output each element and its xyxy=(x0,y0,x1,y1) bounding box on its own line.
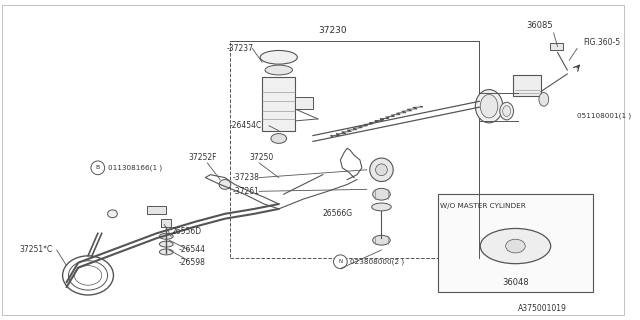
Bar xyxy=(147,206,166,214)
Text: 37252F: 37252F xyxy=(189,153,217,162)
Text: FIG.360-5: FIG.360-5 xyxy=(583,38,620,47)
Text: 37251*C: 37251*C xyxy=(20,245,53,254)
Circle shape xyxy=(333,255,348,268)
Text: 37230: 37230 xyxy=(318,26,347,36)
Text: 051108001(1 ): 051108001(1 ) xyxy=(577,113,631,119)
Text: -37237: -37237 xyxy=(227,44,254,53)
Ellipse shape xyxy=(480,94,498,118)
Ellipse shape xyxy=(159,241,173,247)
Bar xyxy=(438,194,593,292)
Ellipse shape xyxy=(506,239,525,253)
Text: -37238: -37238 xyxy=(233,173,260,182)
Ellipse shape xyxy=(159,249,173,255)
Text: W/O MASTER CYLINDER: W/O MASTER CYLINDER xyxy=(440,203,526,209)
Text: 011308166(1 ): 011308166(1 ) xyxy=(108,164,162,171)
Ellipse shape xyxy=(376,164,387,176)
Ellipse shape xyxy=(159,233,173,239)
Ellipse shape xyxy=(108,210,117,218)
Ellipse shape xyxy=(372,235,390,245)
Bar xyxy=(230,41,479,258)
Ellipse shape xyxy=(539,92,548,106)
Ellipse shape xyxy=(265,65,292,75)
Text: 023808000(2 ): 023808000(2 ) xyxy=(350,259,404,265)
Ellipse shape xyxy=(500,102,513,120)
Text: -26544: -26544 xyxy=(179,245,206,254)
Text: B: B xyxy=(96,165,100,170)
Bar xyxy=(161,219,171,227)
Bar xyxy=(513,75,541,96)
Text: 37250: 37250 xyxy=(250,153,274,162)
Text: -26454C: -26454C xyxy=(230,121,262,130)
Bar xyxy=(262,77,296,131)
Ellipse shape xyxy=(476,90,503,123)
Text: 26556D: 26556D xyxy=(171,227,202,236)
Text: N: N xyxy=(339,259,342,264)
Text: 26566G: 26566G xyxy=(323,209,353,218)
Ellipse shape xyxy=(260,51,298,64)
Bar xyxy=(550,43,563,51)
Text: -37261: -37261 xyxy=(233,187,260,196)
Ellipse shape xyxy=(503,106,511,116)
Ellipse shape xyxy=(480,228,550,264)
Text: 36048: 36048 xyxy=(502,278,529,287)
Ellipse shape xyxy=(219,180,231,189)
Bar xyxy=(296,97,313,109)
Text: A375001019: A375001019 xyxy=(518,304,567,313)
Ellipse shape xyxy=(372,188,390,200)
Text: -26598: -26598 xyxy=(179,258,206,267)
Text: 36085: 36085 xyxy=(527,20,553,29)
Ellipse shape xyxy=(271,133,287,143)
Circle shape xyxy=(91,161,105,175)
Ellipse shape xyxy=(370,158,393,181)
Ellipse shape xyxy=(372,203,391,211)
